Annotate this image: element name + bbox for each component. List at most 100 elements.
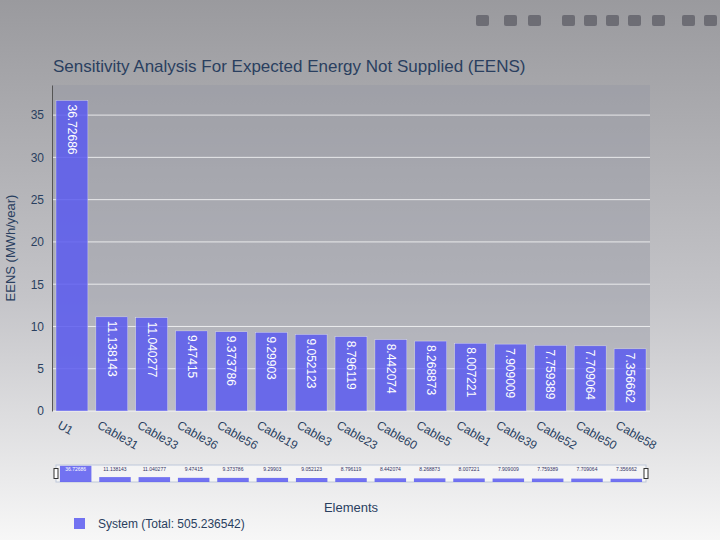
data-label: 11.138143 <box>105 321 119 377</box>
data-label: 36.72686 <box>65 104 79 154</box>
grid-line <box>52 115 650 116</box>
data-label: 7.909009 <box>503 348 517 398</box>
x-tick: Cable3 <box>294 411 334 449</box>
bar[interactable] <box>455 343 487 411</box>
data-label: 8.442074 <box>384 344 398 394</box>
bar[interactable] <box>495 344 527 411</box>
x-tick: Cable1 <box>454 411 494 449</box>
range-slider-bars <box>60 466 642 482</box>
mini-data-label: 9.052123 <box>301 466 322 472</box>
y-tick: 0 <box>37 404 52 418</box>
mini-bar <box>532 479 563 482</box>
grid-line <box>52 284 650 285</box>
y-tick-label: 0 <box>37 404 44 418</box>
data-label: 8.268873 <box>424 345 438 395</box>
range-slider-bg[interactable] <box>56 465 646 482</box>
y-tick-label: 20 <box>31 235 45 249</box>
bar[interactable] <box>215 332 247 411</box>
mini-bar <box>571 479 602 482</box>
bar[interactable] <box>375 340 407 411</box>
data-label: 11.040277 <box>145 322 159 378</box>
y-axis-title: EENS (MWh/year) <box>3 195 18 302</box>
mini-data-label: 8.442074 <box>380 466 401 472</box>
mini-bar <box>296 478 327 482</box>
slider-handle-right[interactable] <box>644 469 648 479</box>
range-slider[interactable]: 36.7268611.13814311.0402779.474159.37378… <box>54 465 648 482</box>
data-label: 7.759389 <box>543 349 557 399</box>
y-tick: 30 <box>31 151 52 165</box>
bar[interactable] <box>255 332 287 411</box>
chart: 0510152025303536.7268611.13814311.040277… <box>0 0 720 540</box>
modebar-button[interactable] <box>606 15 619 26</box>
bar[interactable] <box>335 337 367 411</box>
modebar <box>476 15 717 26</box>
modebar-button[interactable] <box>528 15 541 26</box>
mini-data-label: 9.29903 <box>263 466 281 472</box>
x-tick: Cable33 <box>135 411 181 453</box>
x-axis-line <box>53 411 651 412</box>
legend: System (Total: 505.236542) <box>74 517 245 531</box>
mini-bar <box>257 478 288 482</box>
mini-bar <box>60 466 91 482</box>
x-tick-label: Cable5 <box>414 418 454 449</box>
modebar-button[interactable] <box>504 15 517 26</box>
bar[interactable] <box>415 341 447 411</box>
mini-bar <box>178 478 209 482</box>
y-axis: 05101520253035 <box>31 86 53 419</box>
bar[interactable] <box>96 317 128 411</box>
modebar-button[interactable] <box>652 15 665 26</box>
y-tick: 25 <box>31 193 52 207</box>
x-tick-label: Cable33 <box>135 418 181 453</box>
mini-data-label: 11.138143 <box>103 466 126 472</box>
x-tick-label: Cable1 <box>454 418 494 449</box>
x-tick-label: U1 <box>55 418 76 438</box>
x-tick: Cable39 <box>494 411 540 453</box>
modebar-button[interactable] <box>476 15 489 26</box>
mini-data-label: 9.47415 <box>185 466 203 472</box>
x-tick-label: Cable50 <box>574 418 620 453</box>
modebar-button[interactable] <box>628 15 641 26</box>
bar[interactable] <box>136 318 168 411</box>
slider-handle-left[interactable] <box>54 469 58 479</box>
modebar-button[interactable] <box>704 15 717 26</box>
data-labels: 36.7268611.13814311.0402779.474159.37378… <box>65 104 637 403</box>
x-tick-label: Cable3 <box>294 418 334 449</box>
legend-label[interactable]: System (Total: 505.236542) <box>98 517 245 531</box>
data-label: 8.007221 <box>464 347 478 397</box>
bar[interactable] <box>574 346 606 411</box>
mini-bar <box>99 477 130 482</box>
bar[interactable] <box>295 334 327 411</box>
x-tick: Cable58 <box>613 411 659 453</box>
bar[interactable] <box>176 331 208 411</box>
x-axis: U1Cable31Cable33Cable36Cable56Cable19Cab… <box>53 411 660 453</box>
y-tick: 10 <box>31 320 52 334</box>
grid <box>52 115 650 411</box>
x-tick: Cable36 <box>175 411 221 453</box>
mini-data-label: 8.796119 <box>341 466 362 472</box>
data-label: 7.356662 <box>623 353 637 403</box>
x-tick: Cable52 <box>534 411 580 453</box>
bar[interactable] <box>614 349 646 411</box>
x-tick-label: Cable23 <box>334 418 380 453</box>
modebar-button[interactable] <box>682 15 695 26</box>
modebar-button[interactable] <box>584 15 597 26</box>
x-tick-label: Cable60 <box>374 418 420 453</box>
bar[interactable] <box>56 100 88 411</box>
mini-data-label: 7.909009 <box>498 466 519 472</box>
x-tick-label: Cable58 <box>613 418 659 453</box>
x-axis-title: Elements <box>324 500 379 515</box>
bar[interactable] <box>534 345 566 411</box>
x-tick: Cable19 <box>255 411 301 453</box>
y-tick-label: 10 <box>31 320 45 334</box>
mini-data-label: 9.373786 <box>223 466 244 472</box>
grid-line <box>52 157 650 158</box>
legend-swatch[interactable] <box>74 518 85 529</box>
mini-bar <box>217 478 248 482</box>
modebar-button[interactable] <box>562 15 575 26</box>
mini-data-label: 11.040277 <box>143 466 166 472</box>
data-label: 7.709064 <box>583 350 597 400</box>
y-tick-label: 35 <box>31 108 45 122</box>
y-tick-label: 25 <box>31 193 45 207</box>
mini-bar <box>611 479 642 482</box>
mini-bar <box>139 477 170 482</box>
